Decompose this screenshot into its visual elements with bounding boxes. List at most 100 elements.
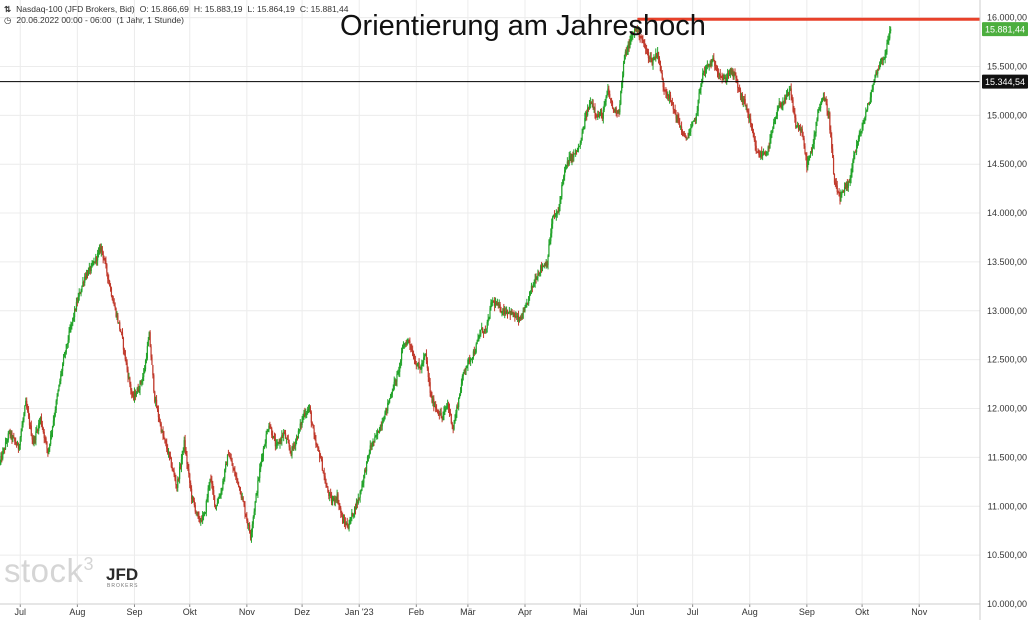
candle-body [326,486,328,488]
candle-body [866,109,868,112]
candle-body [441,416,443,419]
candle-body [281,435,283,441]
candle-body [643,39,645,44]
candle-body [817,109,819,120]
candle-body [800,128,802,131]
candle-body [534,278,536,284]
candle-body [428,377,430,383]
candle-body [762,155,764,156]
candle-body [329,493,331,496]
candle-body [44,438,46,439]
candle-body [443,411,445,415]
candle-body [466,365,468,369]
candle-body [632,33,634,37]
last-price-label-bg [982,22,1028,37]
candle-body [584,118,586,128]
candle-body [476,341,478,345]
candle-body [777,107,779,110]
candle-body [335,499,337,501]
candle-body [76,301,78,303]
candle-body [177,478,179,488]
candle-body [524,307,526,311]
candle-body [739,89,741,91]
candle-body [60,374,62,382]
candle-body [878,69,880,70]
candle-body [757,152,759,154]
candle-body [249,525,251,533]
candle-body [651,58,653,65]
candle-body [754,139,756,146]
candle-body [155,399,157,402]
candle-body [135,393,137,397]
candle-body [410,344,412,349]
candle-body [644,43,646,48]
candle-body [847,181,849,188]
candle-body [549,241,551,245]
candle-body [218,497,220,499]
candle-body [3,448,5,452]
candle-body [294,445,296,447]
candle-body [258,478,260,481]
candle-body [316,444,318,447]
candle-body [500,310,502,313]
candle-body [292,446,294,448]
candle-body [482,327,484,333]
candle-body [37,429,39,431]
y-tick-label: 11.500,00 [988,452,1027,462]
candle-body [833,174,836,183]
candle-body [551,223,553,234]
candle-body [417,362,419,366]
candle-body [561,184,563,197]
candle-body [731,70,733,75]
candle-body [35,431,37,440]
candle-body [31,435,33,440]
candle-body [160,423,162,432]
candle-body [247,520,249,526]
candle-body [418,362,420,367]
candle-body [889,30,891,39]
candle-body [53,415,55,421]
candle-body [622,75,624,83]
candle-body [303,412,305,418]
candle-body [884,53,886,59]
candle-body [286,438,288,440]
candle-body [324,476,326,484]
candle-body [307,409,310,411]
candle-body [840,194,842,202]
range-label: 20.06.2022 00:00 - 06:00 [16,15,112,25]
candle-body [382,421,384,423]
candle-body [421,363,423,369]
candle-body [493,300,495,302]
candle-body [389,395,392,399]
candle-body [7,433,9,441]
candle-body [30,425,32,436]
candle-body [242,497,244,502]
candle-body [740,94,743,98]
candle-body [401,348,404,352]
candle-body [45,438,47,442]
candle-body [179,466,182,468]
candle-body [590,102,592,104]
candle-body [494,302,497,307]
candle-body [575,150,578,152]
candle-body [513,312,515,317]
candle-body [161,430,163,432]
candle-body [671,102,673,104]
candle-body [693,118,696,121]
candle-body [33,437,35,445]
candle-body [20,431,22,438]
candle-body [742,98,744,102]
candle-body [442,414,444,419]
candle-body [356,501,358,504]
candle-body [113,303,115,307]
candle-body [715,66,717,70]
candle-body [751,128,754,132]
candle-body [293,445,295,448]
candle-body [635,27,638,30]
candle-body [738,87,740,90]
candle-body [136,388,138,394]
candle-body [340,508,342,513]
candle-body [797,125,799,127]
